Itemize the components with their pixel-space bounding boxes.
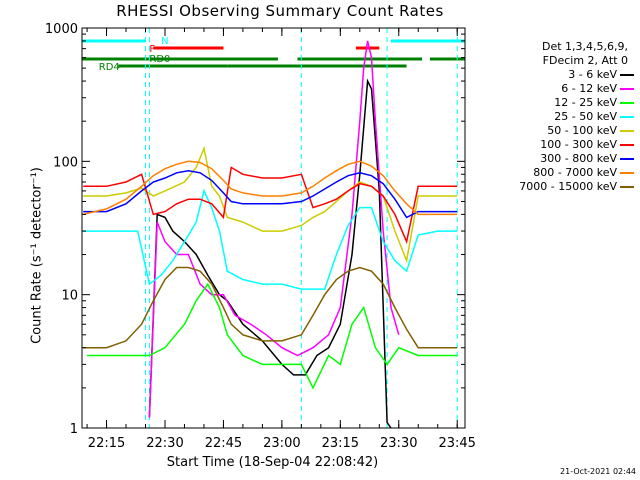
y-tick-label: 100 xyxy=(53,155,78,170)
series-line-8 xyxy=(83,266,458,349)
legend-item: 50 - 100 keV xyxy=(484,124,634,138)
legend-item: 6 - 12 keV xyxy=(484,82,634,96)
x-tick-label: 23:15 xyxy=(322,436,359,451)
legend-item: 7000 - 15000 keV xyxy=(484,180,634,194)
legend-item: 100 - 300 keV xyxy=(484,138,634,152)
x-tick-label: 23:45 xyxy=(438,436,475,451)
series-line-3 xyxy=(83,188,458,290)
y-axis-label: Count Rate (s⁻¹ detector⁻¹) xyxy=(29,167,45,344)
legend-header-line-2: FDecim 2, Att 0 xyxy=(542,54,628,67)
legend-swatch xyxy=(620,116,634,118)
legend-swatch xyxy=(620,102,634,104)
legend-swatch xyxy=(620,88,634,90)
legend-label: 6 - 12 keV xyxy=(561,82,617,95)
legend-swatch xyxy=(620,186,634,188)
flag-F-label: F xyxy=(149,44,155,55)
series-line-5 xyxy=(83,166,458,245)
legend-swatch xyxy=(620,144,634,146)
legend-label: 50 - 100 keV xyxy=(547,124,617,137)
x-tick-label: 22:30 xyxy=(146,436,183,451)
x-axis-label: Start Time (18-Sep-04 22:08:42) xyxy=(166,455,379,470)
legend-label: 300 - 800 keV xyxy=(540,152,617,165)
series-line-6 xyxy=(83,169,458,219)
series-line-4 xyxy=(83,145,458,264)
series-line-2 xyxy=(87,282,458,390)
flag-N-label: N xyxy=(161,36,168,47)
legend-item: 12 - 25 keV xyxy=(484,96,634,110)
legend-swatch xyxy=(620,74,634,76)
series-line-0 xyxy=(148,78,392,429)
series-line-7 xyxy=(83,160,458,216)
legend-swatch xyxy=(620,172,634,174)
y-tick-label: 10 xyxy=(61,289,78,304)
series-lines xyxy=(83,40,458,429)
y-tick-label: 1 xyxy=(70,422,78,437)
y-tick-label: 1000 xyxy=(45,22,78,37)
legend-label: 3 - 6 keV xyxy=(568,68,617,81)
flag-RD4-label: RD4 xyxy=(99,62,120,73)
chart-title: RHESSI Observing Summary Count Rates xyxy=(116,2,444,20)
x-tick-label: 23:00 xyxy=(263,436,300,451)
flag-RD0-label: RD0 xyxy=(149,54,170,65)
x-tick-label: 22:45 xyxy=(205,436,242,451)
x-tick-label: 23:30 xyxy=(380,436,417,451)
series-line-1 xyxy=(148,40,400,418)
legend-item: 3 - 6 keV xyxy=(484,68,634,82)
legend-label: 12 - 25 keV xyxy=(554,96,617,109)
legend-label: 25 - 50 keV xyxy=(554,110,617,123)
legend-label: 7000 - 15000 keV xyxy=(519,180,617,193)
legend-label: 800 - 7000 keV xyxy=(533,166,617,179)
legend: Det 1,3,4,5,6,9, FDecim 2, Att 0 3 - 6 k… xyxy=(484,40,634,194)
legend-swatch xyxy=(620,130,634,132)
legend-header-line-1: Det 1,3,4,5,6,9, xyxy=(541,40,628,53)
legend-swatch xyxy=(620,158,634,160)
axes: 1 10 100 1000 22:15 22:30 22:45 23:00 23:15 23:30… xyxy=(45,22,476,451)
plot-frame xyxy=(81,27,466,429)
legend-label: 100 - 300 keV xyxy=(540,138,617,151)
footer-date: 21-Oct-2021 02:44 xyxy=(560,467,636,476)
legend-item: 300 - 800 keV xyxy=(484,152,634,166)
x-tick-label: 22:15 xyxy=(88,436,125,451)
legend-item: 800 - 7000 keV xyxy=(484,166,634,180)
legend-item: 25 - 50 keV xyxy=(484,110,634,124)
